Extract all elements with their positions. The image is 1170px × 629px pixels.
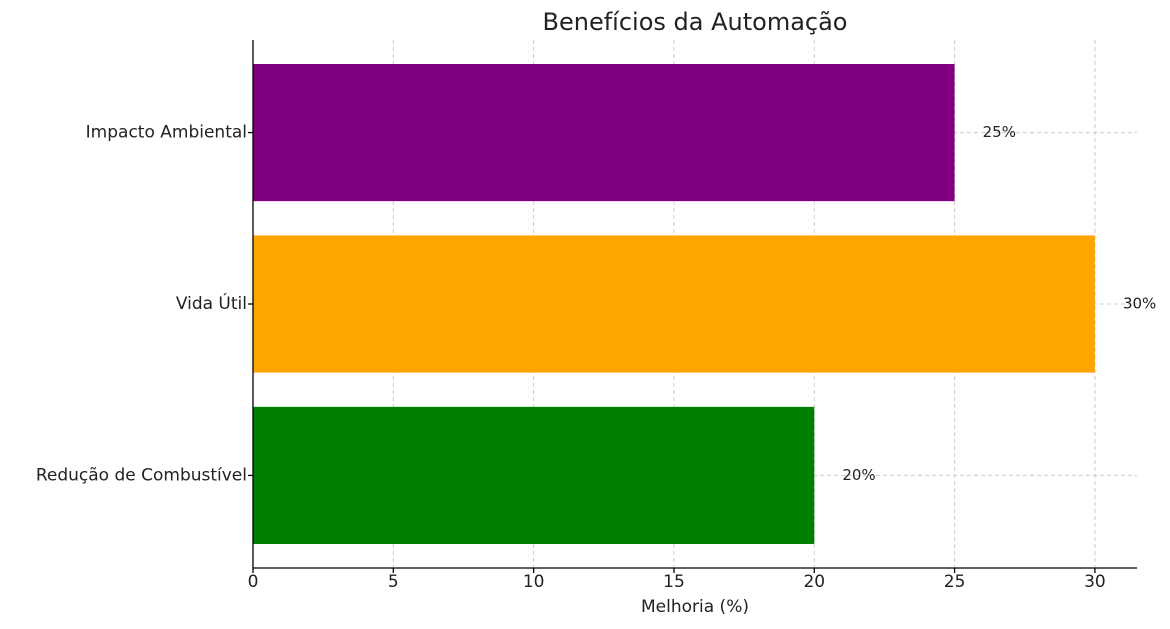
value-label: 30% [1123, 295, 1156, 313]
x-tick-label: 10 [523, 572, 545, 592]
value-label: 20% [842, 466, 875, 484]
y-tick-label: Vida Útil [176, 292, 247, 314]
bar [253, 64, 955, 202]
chart-title: Benefícios da Automação [543, 8, 848, 36]
x-tick-label: 5 [388, 572, 399, 592]
x-axis-label: Melhoria (%) [641, 597, 749, 617]
x-tick-label: 30 [1084, 572, 1106, 592]
x-tick-label: 0 [248, 572, 259, 592]
bar [253, 406, 815, 544]
x-tick-label: 25 [944, 572, 966, 592]
y-tick-label: Impacto Ambiental [86, 123, 247, 143]
bar [253, 235, 1095, 373]
x-tick-label: 15 [663, 572, 685, 592]
y-tick-label: Redução de Combustível [36, 465, 247, 485]
x-tick-label: 20 [803, 572, 825, 592]
value-label: 25% [983, 123, 1016, 141]
